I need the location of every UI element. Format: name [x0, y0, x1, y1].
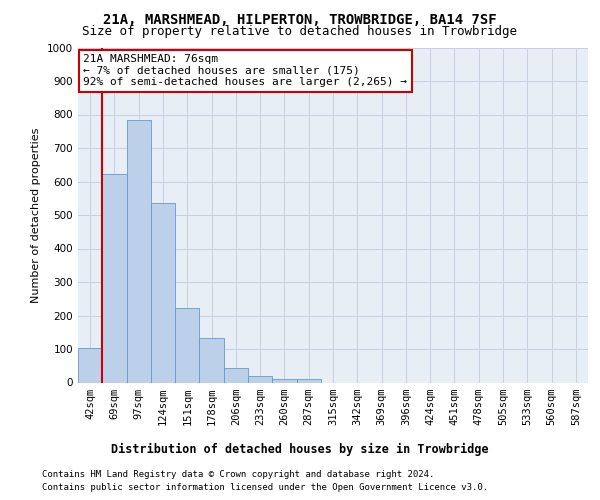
Text: Size of property relative to detached houses in Trowbridge: Size of property relative to detached ho… [83, 25, 517, 38]
Bar [175, 308, 199, 382]
Text: 21A, MARSHMEAD, HILPERTON, TROWBRIDGE, BA14 7SF: 21A, MARSHMEAD, HILPERTON, TROWBRIDGE, B… [103, 12, 497, 26]
Bar [127, 120, 151, 382]
Text: Distribution of detached houses by size in Trowbridge: Distribution of detached houses by size … [111, 442, 489, 456]
Bar [296, 379, 321, 382]
Bar [272, 379, 296, 382]
Bar [78, 348, 102, 382]
Bar [224, 368, 248, 382]
Bar [199, 338, 224, 382]
Y-axis label: Number of detached properties: Number of detached properties [31, 128, 41, 302]
Text: 21A MARSHMEAD: 76sqm
← 7% of detached houses are smaller (175)
92% of semi-detac: 21A MARSHMEAD: 76sqm ← 7% of detached ho… [83, 54, 407, 88]
Bar [248, 376, 272, 382]
Text: Contains public sector information licensed under the Open Government Licence v3: Contains public sector information licen… [42, 482, 488, 492]
Text: Contains HM Land Registry data © Crown copyright and database right 2024.: Contains HM Land Registry data © Crown c… [42, 470, 434, 479]
Bar [102, 174, 127, 382]
Bar [151, 204, 175, 382]
